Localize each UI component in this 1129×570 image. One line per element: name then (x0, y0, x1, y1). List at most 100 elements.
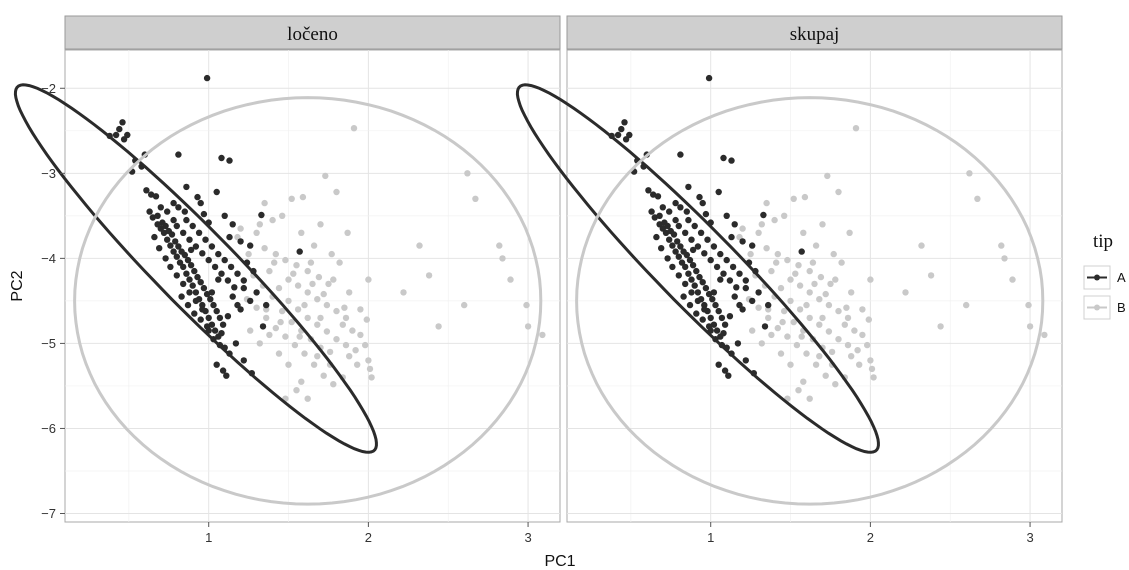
data-point-b (1041, 331, 1048, 339)
data-point-a (736, 301, 743, 309)
data-point-b (835, 188, 842, 196)
data-point-b (346, 353, 353, 360)
data-point-a (689, 246, 697, 254)
data-point-a (705, 290, 713, 298)
facet-panel-2: skupaj (515, 15, 1063, 523)
data-point-b (275, 350, 283, 357)
data-point-a (164, 236, 171, 243)
data-point-b (314, 296, 321, 303)
data-point-a (682, 263, 689, 271)
data-point-a (723, 256, 730, 264)
data-point-b (499, 255, 506, 262)
data-point-a (720, 154, 727, 162)
data-point-b (796, 306, 804, 313)
data-point-a (178, 293, 185, 300)
data-point-b (288, 318, 295, 326)
data-point-b (266, 331, 273, 339)
data-point-a (173, 272, 180, 279)
data-point-b (304, 289, 311, 296)
data-point-a (197, 316, 204, 323)
data-point-a (184, 301, 192, 309)
data-point-a (715, 361, 722, 368)
data-point-a (622, 136, 630, 143)
data-point-b (739, 225, 746, 232)
data-point-a (156, 245, 163, 252)
data-point-a (677, 151, 684, 158)
data-point-b (963, 301, 970, 309)
data-point-a (749, 242, 756, 249)
data-point-b (824, 172, 831, 180)
data-point-b (830, 250, 837, 258)
data-point-a (733, 284, 740, 291)
data-point-b (272, 324, 279, 332)
legend-title: tip (1093, 231, 1113, 252)
data-point-b (844, 341, 852, 349)
ellipse-b (73, 96, 543, 506)
data-point-a (186, 236, 193, 243)
data-point-a (674, 238, 681, 245)
data-point-b (279, 212, 286, 219)
legend-label-b: B (1117, 300, 1126, 315)
data-point-b (363, 316, 370, 323)
x-tick-label: 2 (867, 530, 874, 545)
data-point-b (245, 250, 252, 258)
data-point-a (227, 263, 235, 271)
data-point-a (229, 221, 236, 228)
data-point-a (709, 296, 716, 303)
data-point-a (666, 236, 673, 243)
data-point-a (172, 238, 179, 245)
data-point-b (854, 347, 861, 354)
data-point-a (707, 314, 714, 322)
facet-label-1: ločeno (287, 24, 338, 45)
data-point-a (213, 307, 220, 315)
data-point-a (149, 214, 156, 221)
data-point-a (694, 297, 702, 305)
data-point-a (200, 284, 208, 292)
data-point-b (809, 259, 817, 266)
y-tick-label: −4 (41, 251, 56, 266)
data-point-a (715, 188, 722, 196)
x-tick-label: 1 (707, 530, 714, 545)
data-point-a (662, 229, 670, 236)
data-point-b (317, 221, 324, 228)
legend-label-a: A (1117, 270, 1126, 285)
data-point-b (461, 301, 468, 309)
data-point-a (226, 157, 233, 164)
data-point-b (787, 276, 794, 283)
data-point-a (723, 212, 730, 219)
data-point-a (112, 131, 120, 139)
data-point-a (693, 267, 700, 275)
data-point-a (296, 248, 303, 255)
data-point-a (192, 243, 200, 250)
data-point-a (160, 229, 168, 236)
data-point-b (237, 225, 244, 232)
data-point-b (307, 259, 315, 266)
data-point-b (771, 216, 778, 224)
data-point-b (825, 301, 833, 309)
data-point-b (902, 289, 909, 296)
data-point-a (685, 270, 692, 277)
data-point-b (774, 250, 781, 258)
legend-key-b (1094, 304, 1100, 311)
data-point-a (240, 277, 247, 284)
data-point-b (365, 276, 372, 283)
data-point-a (618, 125, 625, 133)
data-point-a (203, 323, 211, 330)
data-point-b (927, 272, 935, 279)
data-point-a (237, 238, 244, 245)
data-point-b (835, 307, 842, 315)
data-point-a (742, 284, 749, 292)
data-point-a (164, 208, 171, 215)
data-point-a (186, 276, 193, 283)
data-point-a (218, 270, 225, 277)
data-point-b (435, 323, 442, 330)
data-point-a (258, 211, 265, 219)
data-point-b (271, 259, 278, 266)
data-point-b (777, 350, 785, 357)
data-point-b (342, 341, 350, 349)
data-point-b (320, 372, 327, 379)
data-point-b (828, 348, 836, 356)
data-point-a (213, 361, 220, 368)
data-point-a (208, 321, 216, 328)
data-point-a (705, 323, 713, 330)
